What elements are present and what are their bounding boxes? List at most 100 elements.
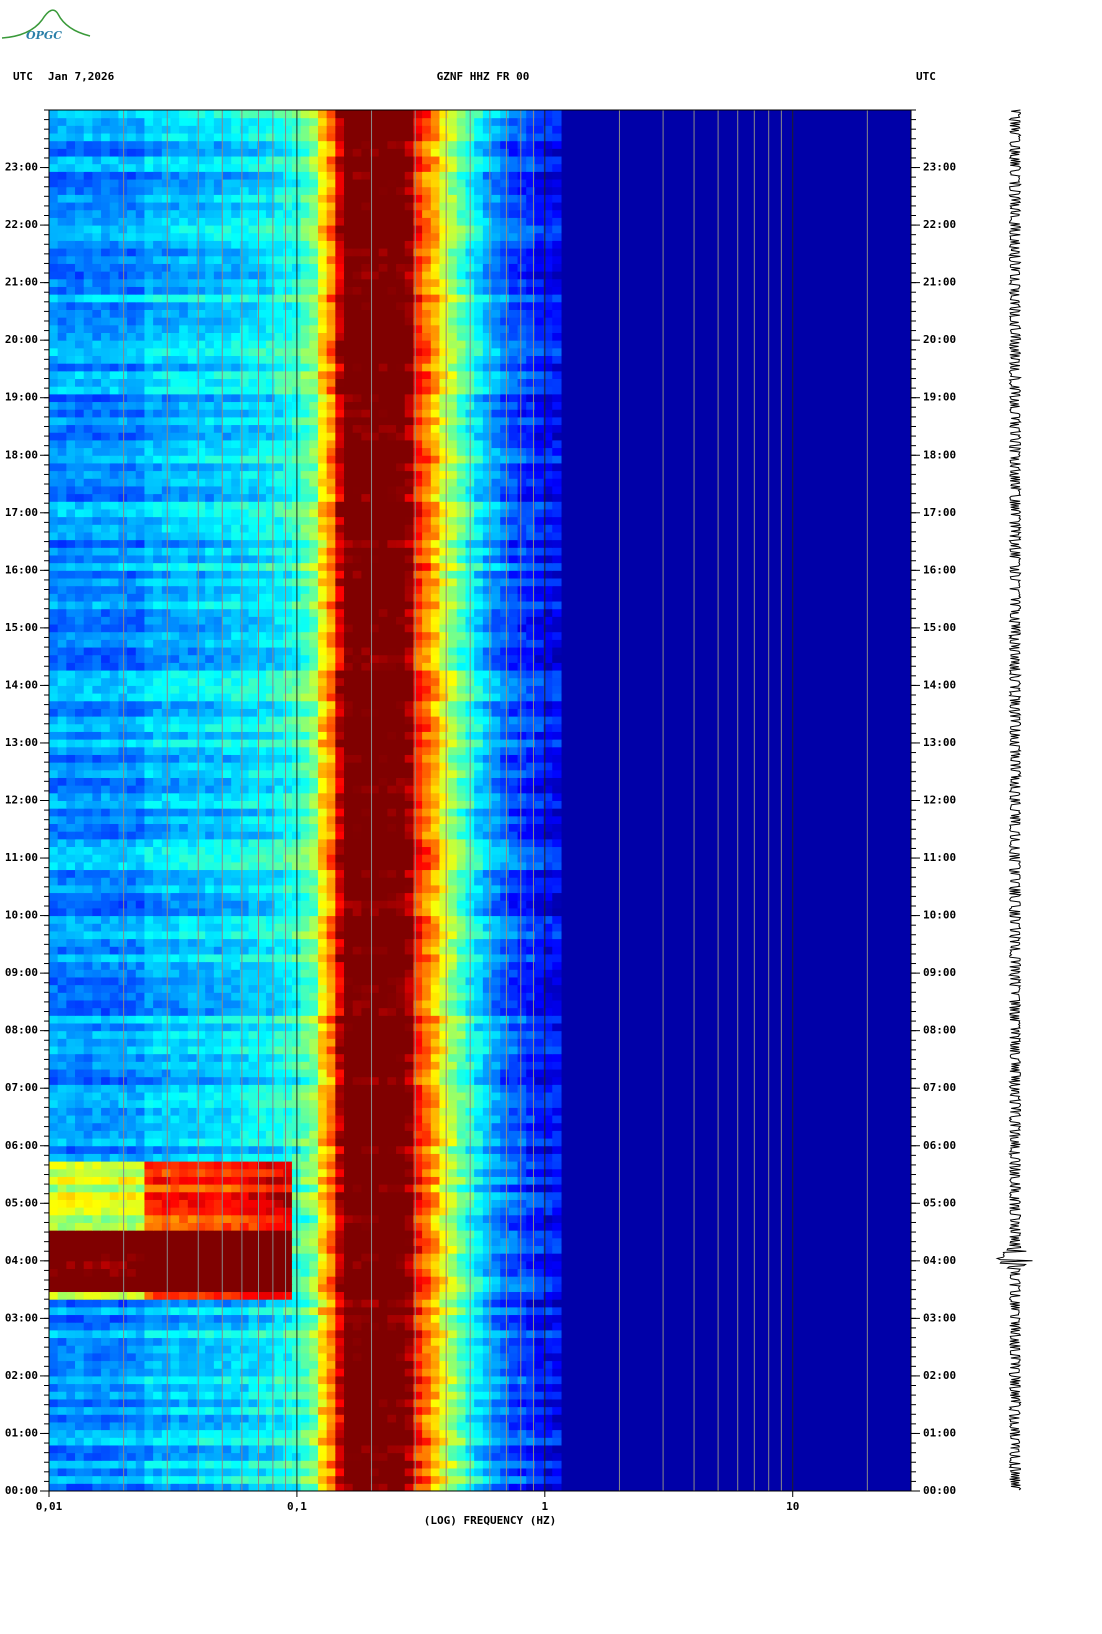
spectrogram-cell xyxy=(213,884,224,894)
spectrogram-cell xyxy=(413,869,423,878)
spectrogram-cell xyxy=(309,1069,319,1078)
spectrogram-cell xyxy=(317,1230,328,1239)
spectrogram-cell xyxy=(526,992,536,1001)
spectrogram-cell xyxy=(205,915,215,924)
spectrogram-cell xyxy=(101,1230,111,1239)
spectrogram-cell xyxy=(430,1168,441,1177)
spectrogram-cell xyxy=(543,1214,553,1223)
spectrogram-cell xyxy=(430,1452,441,1461)
spectrogram-cell xyxy=(161,1360,172,1369)
spectrogram-cell xyxy=(491,1276,501,1285)
spectrogram-cell xyxy=(135,1452,146,1461)
spectrogram-cell xyxy=(387,1414,397,1423)
spectrogram-cell xyxy=(274,976,284,986)
spectrogram-cell xyxy=(517,1345,527,1354)
spectrogram-cell xyxy=(387,854,397,863)
spectrogram-cell xyxy=(482,1460,493,1469)
spectrogram-cell xyxy=(430,1398,441,1408)
spectrogram-cell xyxy=(413,1130,423,1139)
spectrogram-cell xyxy=(352,1115,362,1124)
spectrogram-cell xyxy=(222,1329,232,1339)
spectrogram-cell xyxy=(508,1222,519,1231)
spectrogram-cell xyxy=(344,1437,354,1446)
spectrogram-cell xyxy=(222,1214,232,1223)
spectrogram-cell xyxy=(231,877,241,886)
spectrogram-cell xyxy=(404,1092,415,1101)
spectrogram-cell xyxy=(57,838,67,848)
spectrogram-cell xyxy=(187,1130,198,1139)
spectrogram-cell xyxy=(439,1130,449,1139)
spectrogram-cell xyxy=(161,1291,172,1300)
spectrogram-cell xyxy=(170,1115,180,1124)
spectrogram-cell xyxy=(127,1038,137,1047)
spectrogram-cell xyxy=(274,1084,284,1093)
spectrogram-cell xyxy=(83,1452,93,1461)
spectrogram-cell xyxy=(456,1337,467,1346)
spectrogram-cell xyxy=(135,892,146,901)
spectrogram-cell xyxy=(283,1322,293,1331)
spectrogram-cell xyxy=(543,1222,553,1231)
spectrogram-cell xyxy=(127,1138,137,1147)
spectrogram-cell xyxy=(187,1076,198,1085)
spectrogram-cell xyxy=(161,1230,172,1239)
spectrogram-cell xyxy=(500,1314,510,1323)
spectrogram-cell xyxy=(317,1360,328,1369)
spectrogram-cell xyxy=(135,1306,146,1316)
spectrogram-cell xyxy=(127,1053,137,1062)
spectrogram-cell xyxy=(101,938,111,947)
spectrogram-cell xyxy=(101,1429,111,1438)
spectrogram-cell xyxy=(317,1038,328,1047)
spectrogram-cell xyxy=(283,1038,293,1047)
spectrogram-cell xyxy=(344,1260,354,1270)
spectrogram-cell xyxy=(83,1207,93,1216)
spectrogram-cell xyxy=(153,1391,163,1400)
spectrogram-cell xyxy=(517,1245,527,1254)
spectrogram-cell xyxy=(179,1314,189,1323)
spectrogram-cell xyxy=(187,854,198,863)
spectrogram-cell xyxy=(92,976,102,986)
spectrogram-cell xyxy=(75,1245,85,1254)
spectrogram-cell xyxy=(352,861,362,871)
spectrogram-cell xyxy=(378,1245,388,1254)
spectrogram-cell xyxy=(404,1329,415,1339)
spectrogram-cell xyxy=(317,1084,328,1093)
spectrogram-cell xyxy=(344,938,354,947)
spectrogram-cell xyxy=(439,1107,449,1116)
spectrogram-cell xyxy=(75,907,85,917)
spectrogram-cell xyxy=(57,1345,67,1354)
spectrogram-cell xyxy=(196,900,206,909)
spectrogram-cell xyxy=(439,1153,449,1162)
spectrogram-cell xyxy=(404,1352,415,1362)
spectrogram-cell xyxy=(83,1153,93,1162)
spectrogram-cell xyxy=(378,1383,388,1392)
spectrogram-cell xyxy=(153,1414,163,1423)
spectrogram-cell xyxy=(101,1207,111,1216)
spectrogram-cell xyxy=(92,1276,102,1285)
spectrogram-cell xyxy=(265,1391,276,1400)
spectrogram-cell xyxy=(344,1237,354,1246)
spectrogram-cell xyxy=(101,1345,111,1354)
spectrogram-cell xyxy=(187,1153,198,1162)
spectrogram-cell xyxy=(404,969,415,978)
spectrogram-cell xyxy=(161,1191,172,1200)
spectrogram-cell xyxy=(118,1291,128,1300)
spectrogram-cell xyxy=(239,1421,250,1431)
spectrogram-cell xyxy=(543,1015,553,1024)
spectrogram-cell xyxy=(378,1168,388,1177)
spectrogram-cell xyxy=(92,1444,102,1454)
spectrogram-cell xyxy=(335,892,345,901)
spectrogram-cell xyxy=(222,1237,232,1246)
spectrogram-cell xyxy=(456,969,467,978)
spectrogram-cell xyxy=(205,953,215,963)
spectrogram-cell xyxy=(231,1452,241,1461)
spectrogram-cell xyxy=(326,1122,336,1131)
spectrogram-cell xyxy=(500,1414,510,1423)
spectrogram-cell xyxy=(335,1291,345,1300)
spectrogram-cell xyxy=(370,861,380,871)
spectrogram-cell xyxy=(526,1222,536,1231)
spectrogram-cell xyxy=(170,1375,180,1385)
spectrogram-cell xyxy=(482,915,493,924)
spectrogram-cell xyxy=(552,877,562,886)
spectrogram-cell xyxy=(170,1069,180,1078)
spectrogram-cell xyxy=(396,1452,406,1461)
